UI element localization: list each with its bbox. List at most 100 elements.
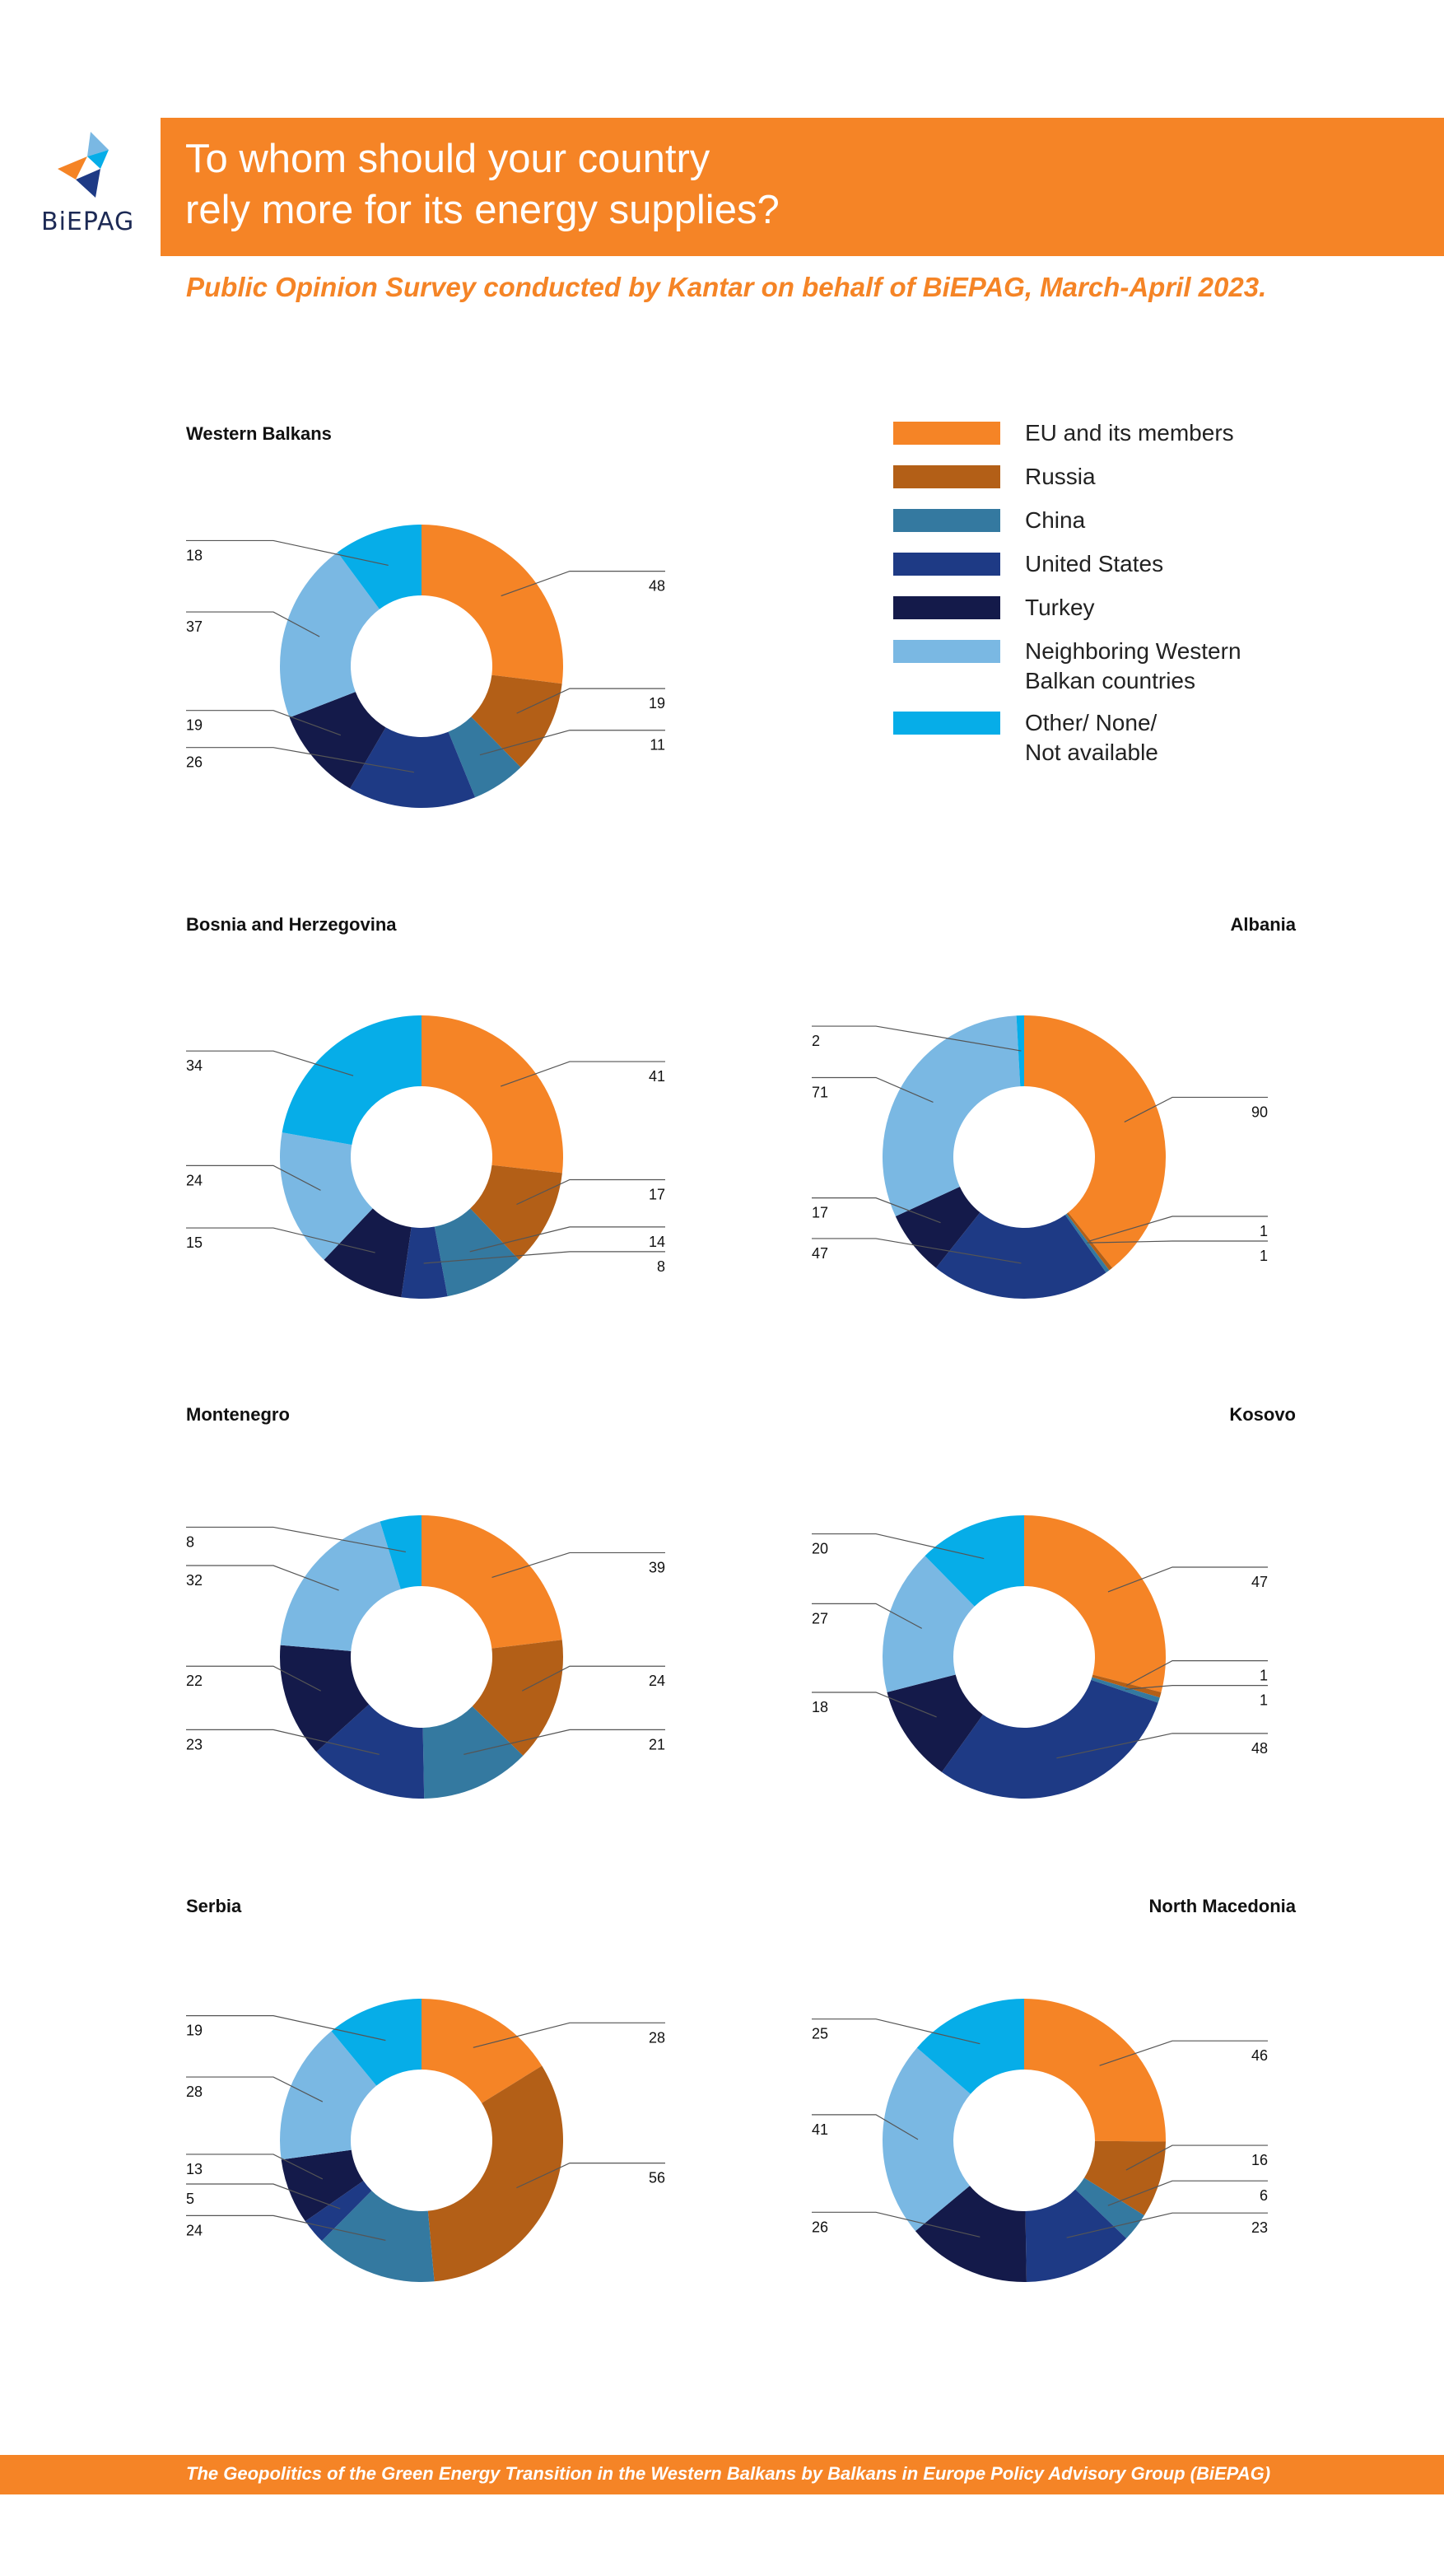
data-label-turkey: 13: [186, 2161, 203, 2177]
legend: EU and its members Russia China United S…: [893, 418, 1321, 781]
chart-montenegro: Montenegro 39 24 21 8 32 22 23: [186, 1404, 665, 1799]
leader-line-united-states: [186, 2183, 341, 2210]
donut-slice-other-none-not-available: [925, 1515, 1024, 1607]
leader-line-turkey: [812, 1692, 937, 1718]
data-label-neighboring-western-balkan-countries: 27: [812, 1610, 828, 1626]
donut-slice-eu-and-its-members: [422, 1999, 543, 2103]
legend-label: Turkey: [1025, 595, 1095, 620]
leader-line-neighboring-western-balkan-countries: [186, 1565, 339, 1591]
leader-line-china: [463, 1729, 665, 1755]
leader-line-united-states: [1066, 2212, 1268, 2238]
data-label-china: 21: [649, 1736, 665, 1752]
leader-line-eu-and-its-members: [473, 2022, 665, 2048]
leader-line-turkey: [186, 2154, 324, 2180]
donut-slice-turkey: [324, 1208, 412, 1298]
leader-line-china: [479, 730, 665, 756]
logo-mark-icon: [58, 132, 109, 198]
data-label-china: 1: [1260, 1692, 1268, 1709]
data-label-other-none-not-available: 20: [812, 1541, 828, 1557]
leader-line-neighboring-western-balkan-countries: [186, 611, 320, 637]
donut-slice-turkey: [289, 692, 386, 789]
data-label-eu-and-its-members: 41: [649, 1068, 665, 1085]
leader-line-neighboring-western-balkan-countries: [186, 1164, 321, 1191]
data-label-united-states: 47: [812, 1245, 828, 1262]
data-label-other-none-not-available: 2: [812, 1033, 820, 1049]
data-label-russia: 1: [1260, 1668, 1268, 1684]
data-label-united-states: 23: [1251, 2219, 1268, 2236]
data-label-turkey: 15: [186, 1234, 203, 1251]
leader-line-other-none-not-available: [812, 1533, 985, 1560]
donut-slice-other-none-not-available: [916, 1999, 1024, 2094]
data-label-china: 1: [1260, 1248, 1268, 1264]
donut-slice-neighboring-western-balkan-countries: [279, 2031, 377, 2160]
leader-line-united-states: [812, 1238, 1022, 1264]
page-title-line-2: rely more for its energy supplies?: [185, 188, 780, 232]
leader-line-russia: [1088, 1216, 1268, 1242]
donut-slice-united-states: [350, 727, 476, 808]
data-label-eu-and-its-members: 90: [1251, 1104, 1268, 1120]
leader-line-other-none-not-available: [186, 1526, 406, 1553]
data-label-united-states: 23: [186, 1736, 203, 1752]
leader-line-eu-and-its-members: [1099, 2040, 1268, 2066]
donut-slice-other-none-not-available: [380, 1515, 422, 1589]
donut-slice-turkey: [887, 1674, 983, 1772]
page-title-line-1: To whom should your country: [185, 137, 710, 181]
data-label-other-none-not-available: 8: [186, 1533, 194, 1550]
legend-label: China: [1025, 507, 1086, 533]
data-label-neighboring-western-balkan-countries: 32: [186, 1572, 203, 1589]
footer-bar: The Geopolitics of the Green Energy Tran…: [0, 2455, 1444, 2494]
legend-label: Neighboring Western Balkan countries: [1025, 638, 1241, 693]
leader-line-other-none-not-available: [186, 2015, 386, 2042]
leader-line-turkey: [812, 2211, 981, 2238]
legend-label: Other/ None/ Not available: [1025, 710, 1158, 765]
donut-slice-neighboring-western-balkan-countries: [280, 552, 380, 718]
leader-line-russia: [516, 688, 665, 714]
biepag-logo: BiEPAG: [31, 132, 138, 247]
leader-line-china: [1087, 1240, 1268, 1244]
donut-slice-eu-and-its-members: [1024, 1015, 1166, 1268]
donut-slice-china: [448, 716, 521, 798]
legend-swatch: [893, 553, 1000, 576]
leader-line-other-none-not-available: [186, 539, 389, 567]
leader-line-china: [1125, 1684, 1268, 1690]
leader-line-eu-and-its-members: [501, 1061, 665, 1087]
leader-line-russia: [516, 2163, 665, 2189]
donut-slice-other-none-not-available: [331, 1999, 422, 2086]
legend-swatch: [893, 465, 1000, 488]
donut-slice-china: [321, 2191, 435, 2282]
legend-swatch: [893, 640, 1000, 663]
data-label-russia: 1: [1260, 1223, 1268, 1239]
data-label-china: 14: [649, 1234, 665, 1250]
data-label-neighboring-western-balkan-countries: 71: [812, 1084, 828, 1100]
data-label-turkey: 18: [812, 1699, 828, 1715]
chart-title: Montenegro: [186, 1404, 290, 1425]
chart-title: Albania: [1231, 914, 1297, 935]
leader-line-turkey: [186, 1227, 375, 1253]
leader-line-turkey: [186, 1665, 322, 1692]
leader-line-other-none-not-available: [812, 2018, 981, 2045]
data-label-russia: 19: [649, 695, 665, 712]
chart-north-macedonia: North Macedonia 46 16 6 23 25 41 26: [812, 1896, 1297, 2282]
logo-text: BiEPAG: [41, 208, 135, 236]
donut-slice-neighboring-western-balkan-countries: [883, 2047, 971, 2232]
legend-label: Russia: [1025, 464, 1096, 489]
donut-slice-turkey: [895, 1187, 981, 1268]
donut-slice-united-states: [316, 1704, 425, 1799]
data-label-united-states: 26: [186, 754, 203, 771]
data-label-russia: 24: [649, 1673, 665, 1689]
donut-slice-neighboring-western-balkan-countries: [882, 1556, 975, 1692]
donut-slice-other-none-not-available: [337, 525, 422, 609]
chart-title: Serbia: [186, 1896, 242, 1916]
leader-line-eu-and-its-members: [1107, 1566, 1268, 1593]
donut-slice-eu-and-its-members: [422, 525, 563, 684]
leader-line-united-states: [423, 1251, 665, 1264]
leader-line-russia: [516, 1178, 665, 1206]
legend-swatch: [893, 422, 1000, 445]
donut-slice-other-none-not-available: [282, 1015, 422, 1146]
data-label-turkey: 22: [186, 1673, 203, 1689]
leader-line-united-states: [1056, 1733, 1268, 1759]
donut-slice-united-states: [401, 1226, 448, 1299]
leader-line-russia: [521, 1665, 665, 1692]
data-label-united-states: 5: [186, 2191, 194, 2207]
